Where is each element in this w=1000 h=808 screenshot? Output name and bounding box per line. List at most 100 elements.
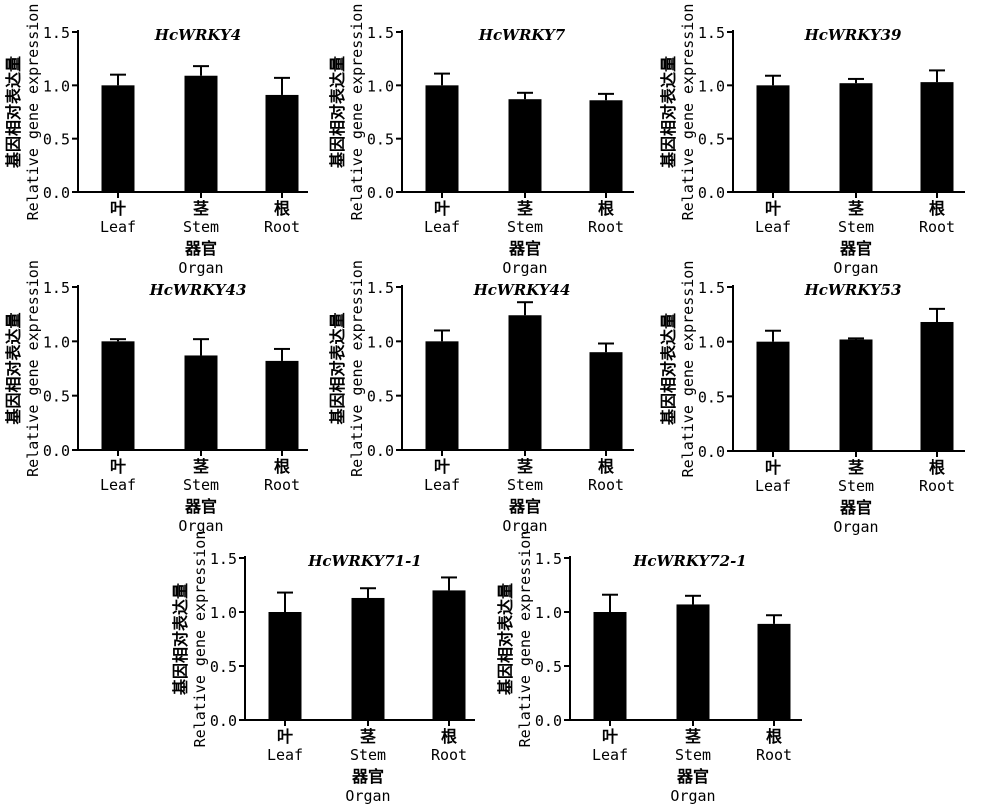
bar-leaf (756, 341, 790, 451)
bar-root (920, 82, 954, 192)
y-tick-label: 0.5 (367, 388, 394, 406)
y-tick-label: 1.0 (535, 604, 562, 622)
y-tick-label: 1.0 (367, 333, 394, 351)
y-axis-label-cn: 基因相对表达量 (328, 56, 347, 169)
chart-title: HcWRKY53 (804, 281, 902, 299)
bar-stem (839, 339, 873, 451)
bar-root (265, 94, 299, 192)
x-tick-label-cn: 茎 (517, 199, 533, 218)
bar-leaf (425, 85, 459, 192)
y-tick-label: 0.5 (210, 658, 237, 676)
x-axis-label: Organ (178, 259, 223, 277)
x-axis-label-cn: 器官 (184, 239, 217, 258)
y-tick-label: 0.5 (698, 131, 725, 149)
x-tick-label-cn: 茎 (193, 457, 209, 476)
y-tick-label: 0.0 (43, 184, 70, 202)
y-axis-label: Relative gene expression (679, 261, 697, 478)
y-tick-label: 0.0 (210, 712, 237, 730)
x-tick-label: Root (756, 746, 792, 764)
x-tick-label-cn: 根 (274, 457, 290, 476)
x-axis-label: Organ (833, 259, 878, 277)
x-tick-label: Stem (675, 746, 711, 764)
chart-panel-4: HcWRKY43 0.0 0.5 1.0 1.5 基因相对表达量 Relative gene… (4, 260, 308, 535)
y-tick-label: 0.0 (698, 184, 725, 202)
x-tick-label-cn: 叶 (434, 199, 450, 218)
y-axis-label-cn: 基因相对表达量 (4, 312, 23, 425)
y-tick-label: 1.0 (43, 77, 70, 95)
x-axis-label-cn: 器官 (839, 498, 872, 517)
bar-root (589, 352, 623, 450)
x-tick-label-cn: 根 (441, 727, 457, 746)
y-tick-label: 1.5 (43, 279, 70, 297)
x-axis-label-cn: 器官 (676, 767, 709, 786)
x-axis-label-cn: 器官 (351, 767, 384, 786)
x-tick-label-cn: 茎 (360, 727, 376, 746)
x-tick-label: Root (264, 218, 300, 236)
bar-stem (351, 597, 385, 720)
x-axis-label-cn: 器官 (508, 497, 541, 516)
y-tick-label: 1.5 (43, 24, 70, 42)
y-tick-label: 0.0 (698, 443, 725, 461)
chart-panel-8: HcWRKY72-1 0.0 0.5 1.0 1.5 基因相对表达量 Relative ge… (496, 531, 802, 805)
x-axis-label: Organ (833, 518, 878, 536)
chart-title: HcWRKY44 (473, 281, 571, 299)
chart-title: HcWRKY72-1 (632, 552, 747, 570)
bar-stem (508, 315, 542, 450)
x-tick-label-cn: 茎 (685, 727, 701, 746)
x-tick-label-cn: 茎 (848, 199, 864, 218)
y-axis-label-cn: 基因相对表达量 (496, 583, 515, 696)
x-tick-label-cn: 根 (929, 199, 945, 218)
x-axis-label-cn: 器官 (508, 239, 541, 258)
y-tick-label: 1.5 (367, 24, 394, 42)
x-tick-label: Stem (507, 476, 543, 494)
x-tick-label: Root (919, 477, 955, 495)
bar-leaf (268, 612, 302, 720)
x-tick-label: Leaf (100, 476, 136, 494)
bar-leaf (101, 85, 135, 192)
y-tick-label: 0.0 (367, 184, 394, 202)
y-tick-label: 0.0 (43, 442, 70, 460)
chart-panel-5: HcWRKY44 0.0 0.5 1.0 1.5 基因相对表达量 Relative gene… (328, 260, 634, 535)
y-axis-label: Relative gene expression (24, 260, 42, 477)
x-tick-label: Leaf (424, 476, 460, 494)
x-tick-label: Leaf (424, 218, 460, 236)
x-tick-label-cn: 叶 (434, 457, 450, 476)
y-tick-label: 0.0 (535, 712, 562, 730)
y-axis-label-cn: 基因相对表达量 (328, 312, 347, 425)
chart-panel-2: HcWRKY7 0.0 0.5 1.0 1.5 基因相对表达量 Relative gene … (328, 4, 634, 277)
x-tick-label-cn: 茎 (848, 458, 864, 477)
bar-leaf (425, 341, 459, 450)
x-tick-label: Leaf (755, 477, 791, 495)
y-axis-label-cn: 基因相对表达量 (659, 313, 678, 426)
bar-root (432, 590, 466, 720)
bar-leaf (756, 85, 790, 192)
x-tick-label: Root (588, 218, 624, 236)
bar-stem (184, 355, 218, 450)
y-tick-label: 1.5 (698, 24, 725, 42)
x-axis-label: Organ (502, 259, 547, 277)
x-tick-label: Leaf (100, 218, 136, 236)
x-tick-label-cn: 叶 (765, 458, 781, 477)
y-tick-label: 0.5 (43, 131, 70, 149)
x-tick-label-cn: 根 (766, 727, 782, 746)
x-tick-label-cn: 根 (598, 457, 614, 476)
y-tick-label: 1.0 (210, 604, 237, 622)
y-tick-label: 0.5 (367, 131, 394, 149)
bar-root (589, 100, 623, 192)
x-tick-label: Root (264, 476, 300, 494)
y-axis-label: Relative gene expression (24, 4, 42, 221)
y-axis-label: Relative gene expression (348, 4, 366, 221)
x-axis-label: Organ (502, 517, 547, 535)
y-axis-label-cn: 基因相对表达量 (4, 56, 23, 169)
y-tick-label: 0.5 (698, 388, 725, 406)
y-axis-label: Relative gene expression (516, 531, 534, 748)
bar-stem (839, 83, 873, 192)
x-tick-label-cn: 茎 (517, 457, 533, 476)
x-tick-label: Leaf (592, 746, 628, 764)
x-tick-label: Stem (350, 746, 386, 764)
y-axis-label: Relative gene expression (679, 4, 697, 221)
y-tick-label: 1.0 (698, 77, 725, 95)
y-tick-label: 1.5 (535, 550, 562, 568)
bar-stem (508, 99, 542, 192)
